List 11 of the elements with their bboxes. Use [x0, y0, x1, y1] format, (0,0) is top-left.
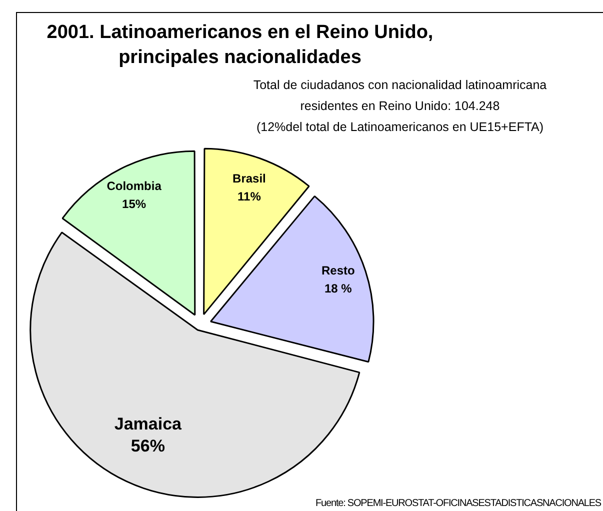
data-label: 18 % — [324, 281, 352, 296]
slice-label: Jamaica — [114, 414, 182, 434]
text: Total de ciudadanos con nacionalidad latinoamricana residentes en Reino Unido: 104.248 (12%del total de Latinoamericanos en UE15+EFTA) — [252, 77, 548, 136]
slice-label: Colombia — [106, 178, 162, 193]
chart-title: 2001. Latinoamericanos en el Reino Unido, principales nacionalidades — [46, 21, 434, 70]
data-label: 15% — [122, 196, 146, 211]
slice-label: Resto — [322, 263, 355, 278]
source-note: Fuente: SOPEMI-EUROSTAT-OFICINASESTADISTICASNACIONALES — [316, 498, 601, 509]
data-label: 11% — [238, 190, 262, 204]
data-label: 56% — [130, 436, 165, 456]
slice-label: Brasil — [232, 172, 266, 186]
